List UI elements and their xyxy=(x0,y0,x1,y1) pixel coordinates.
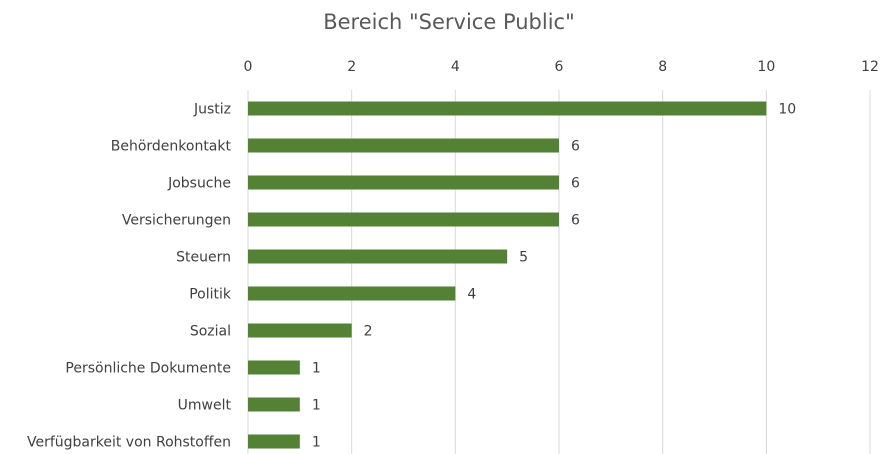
y-tick-label: Steuern xyxy=(176,250,231,266)
data-label: 6 xyxy=(571,176,580,192)
x-tick-label: 2 xyxy=(347,59,356,75)
bar xyxy=(248,101,767,116)
data-label: 1 xyxy=(312,435,321,451)
y-tick-label: Verfügbarkeit von Rohstoffen xyxy=(27,435,231,451)
y-tick-label: Behördenkontakt xyxy=(111,139,232,155)
data-label: 6 xyxy=(571,139,580,155)
data-label: 2 xyxy=(364,324,373,340)
bar xyxy=(248,138,559,153)
bar xyxy=(248,397,300,412)
y-tick-label: Versicherungen xyxy=(122,213,231,229)
y-tick-label: Sozial xyxy=(190,324,231,340)
bar xyxy=(248,434,300,449)
x-tick-label: 6 xyxy=(555,59,564,75)
y-tick-label: Politik xyxy=(189,287,232,303)
bar xyxy=(248,212,559,227)
y-tick-label: Justiz xyxy=(193,102,231,118)
bar xyxy=(248,286,456,301)
data-label: 4 xyxy=(467,287,476,303)
y-tick-label: Persönliche Dokumente xyxy=(65,361,231,377)
bar xyxy=(248,249,508,264)
y-tick-label: Umwelt xyxy=(178,398,232,414)
x-tick-label: 10 xyxy=(757,59,775,75)
x-tick-label: 0 xyxy=(244,59,253,75)
y-tick-label: Jobsuche xyxy=(167,176,231,192)
data-label: 1 xyxy=(312,398,321,414)
chart-title: Bereich "Service Public" xyxy=(323,10,575,34)
bar xyxy=(248,175,559,190)
data-label: 10 xyxy=(778,102,796,118)
x-tick-label: 8 xyxy=(658,59,667,75)
bar xyxy=(248,360,300,375)
x-tick-label: 12 xyxy=(861,59,879,75)
bar xyxy=(248,323,352,338)
data-label: 6 xyxy=(571,213,580,229)
x-tick-label: 4 xyxy=(451,59,460,75)
data-label: 1 xyxy=(312,361,321,377)
data-label: 5 xyxy=(519,250,528,266)
